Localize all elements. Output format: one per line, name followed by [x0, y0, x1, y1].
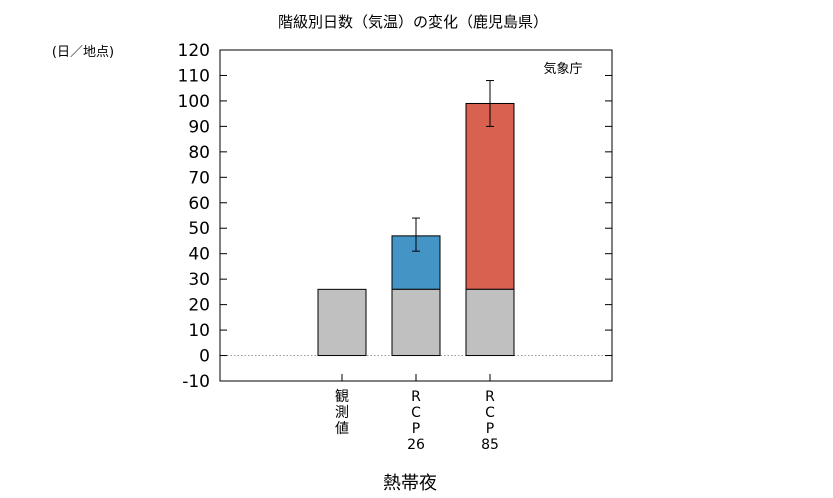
x-tick-label: 85: [481, 437, 499, 453]
x-tick-label: R: [485, 389, 495, 405]
y-tick-label: 60: [188, 194, 210, 214]
x-tick-label: 26: [407, 437, 425, 453]
x-tick-label: 測: [335, 405, 349, 421]
y-axis-unit-label: (日／地点): [52, 45, 114, 60]
plot-area: -100102030405060708090100110120観測値RCP26R…: [178, 41, 613, 453]
x-tick-label: P: [412, 421, 420, 437]
x-tick-label: 観: [335, 388, 349, 405]
bar-baseline: [317, 288, 367, 357]
y-tick-label: 120: [178, 41, 210, 61]
y-tick-label: 90: [188, 117, 210, 137]
y-tick-label: 50: [188, 219, 210, 239]
y-tick-label: 20: [188, 296, 210, 316]
x-tick-label: 値: [335, 421, 349, 437]
chart-title: 階級別日数（気温）の変化（鹿児島県）: [278, 13, 548, 31]
x-tick-label: R: [411, 389, 421, 405]
y-tick-label: 0: [199, 347, 210, 367]
plot-frame: [219, 49, 613, 382]
y-tick-label: 100: [178, 92, 210, 112]
bar-baseline: [391, 288, 441, 357]
y-tick-label: 70: [188, 168, 210, 188]
y-tick-label: 10: [188, 321, 210, 341]
bar-increase: [465, 102, 515, 290]
x-tick-label: C: [485, 405, 495, 421]
x-axis-label: 熱帯夜: [383, 473, 437, 494]
x-tick-label: P: [486, 421, 494, 437]
y-tick-label: 110: [178, 66, 210, 86]
credit-label: 気象庁: [543, 61, 582, 77]
y-tick-label: 80: [188, 143, 210, 163]
bar-baseline: [465, 288, 515, 357]
y-tick-label: -10: [182, 372, 210, 392]
x-tick-label: C: [411, 405, 421, 421]
y-tick-label: 30: [188, 270, 210, 290]
y-tick-label: 40: [188, 245, 210, 265]
